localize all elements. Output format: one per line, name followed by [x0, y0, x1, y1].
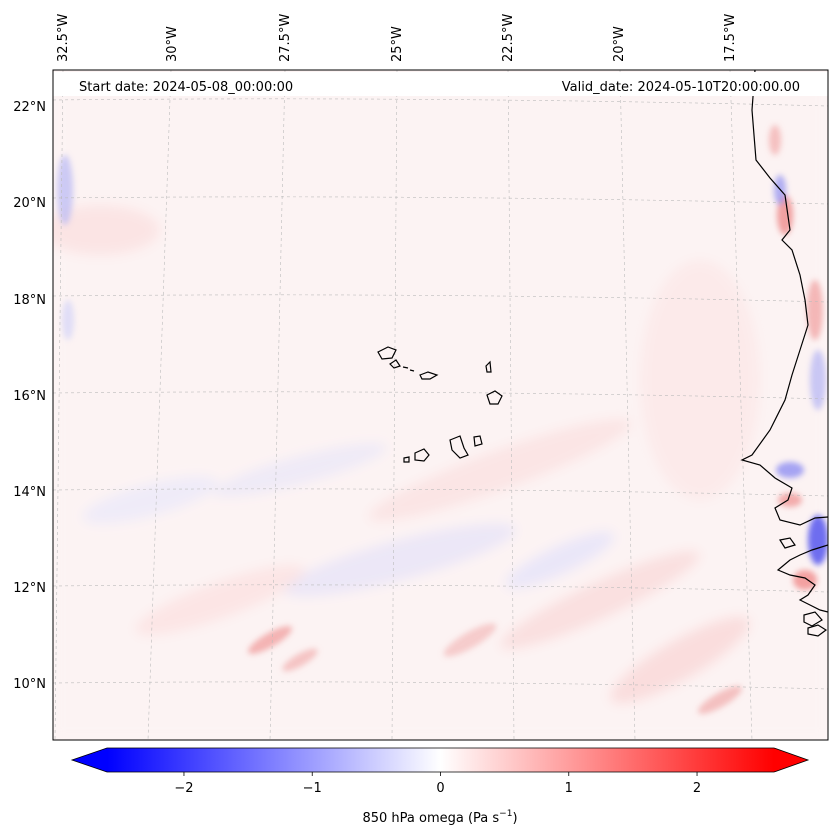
coastlines: [740, 70, 828, 637]
lat-label: 18°N: [13, 293, 46, 308]
omega-field: [53, 70, 828, 740]
lat-label: 14°N: [13, 485, 46, 500]
colorbar-tick-label: 0: [436, 781, 444, 796]
gridlines: [53, 70, 828, 740]
lat-label: 16°N: [13, 389, 46, 404]
cape-verde-islands: [377, 346, 503, 463]
colorbar-tick-label: −1: [303, 781, 322, 796]
colorbar-outline: [70, 747, 810, 773]
lon-label: 22.5°W: [501, 14, 516, 62]
valid-date-label: Valid_date: 2024-05-10T20:00:00.00: [562, 80, 800, 95]
lon-label: 30°W: [165, 26, 180, 62]
lat-label: 22°N: [13, 100, 46, 115]
longitude-labels: 32.5°W 30°W 27.5°W 25°W 22.5°W 20°W 17.5…: [56, 14, 738, 62]
lon-label: 20°W: [612, 26, 627, 62]
lon-label: 32.5°W: [56, 14, 71, 62]
header-band: [53, 72, 828, 96]
latitude-labels: 22°N 20°N 18°N 16°N 14°N 12°N 10°N: [13, 100, 46, 692]
lon-label: 17.5°W: [723, 14, 738, 62]
colorbar-tick-label: −2: [174, 781, 193, 796]
colorbar-title-suffix: ): [512, 811, 517, 826]
africa-coastline: [740, 70, 828, 526]
senegambia-coastline: [776, 544, 828, 613]
colorbar: −2 −1 0 1 2 850 hPa omega (Pa s−1): [70, 747, 810, 826]
lon-label: 25°W: [390, 26, 405, 62]
lat-label: 20°N: [13, 196, 46, 211]
colorbar-title-exponent: −1: [499, 809, 512, 819]
lat-label: 10°N: [13, 677, 46, 692]
start-date-label: Start date: 2024-05-08_00:00:00: [79, 80, 293, 95]
colorbar-tick-label: 2: [693, 781, 701, 796]
colorbar-gradient: [107, 748, 774, 772]
colorbar-ticks: −2 −1 0 1 2: [174, 772, 701, 796]
colorbar-title-main: 850 hPa omega (Pa s: [362, 811, 499, 826]
lon-label: 27.5°W: [278, 14, 293, 62]
colorbar-title: 850 hPa omega (Pa s−1): [362, 809, 517, 826]
map-frame: [52, 69, 829, 741]
colorbar-extend-max: [774, 748, 808, 772]
colorbar-extend-min: [72, 748, 107, 772]
lat-label: 12°N: [13, 581, 46, 596]
colorbar-tick-label: 1: [565, 781, 573, 796]
